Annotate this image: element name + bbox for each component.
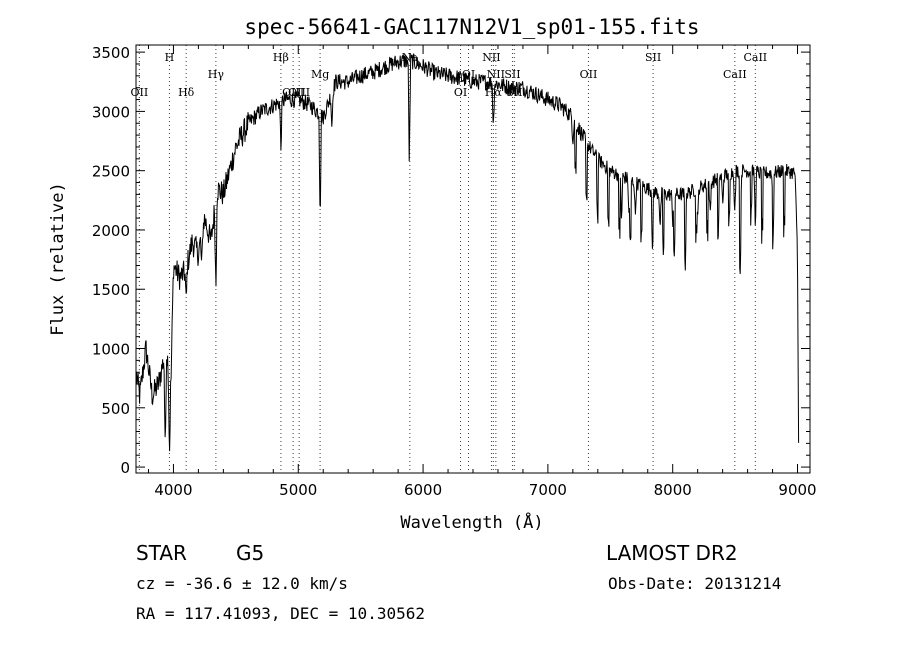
y-tick-label: 1000 [92,341,130,359]
x-tick-label: 7000 [529,481,567,499]
x-axis: 4000 5000 6000 7000 8000 9000 [147,45,817,499]
redshift-text: cz = -36.6 ± 12.0 km/s [136,574,348,593]
survey-name: LAMOST DR2 [606,541,738,565]
coordinates: RA = 117.41093, DEC = 10.30562 [136,604,425,623]
x-tick-label: 6000 [404,481,442,499]
line-marker-label: OIII [288,86,310,99]
line-marker-label: Hβ [273,51,289,64]
line-marker-label: OII [131,86,149,99]
y-tick-label: 500 [101,400,130,418]
object-class: STAR [136,541,187,565]
line-marker-label: CaII [743,51,767,64]
spectrum-series [136,53,800,452]
line-marker-label: Hγ [208,68,225,81]
line-marker-label: NII [482,51,500,64]
line-marker-label: OI [454,86,467,99]
x-tick-label: 4000 [154,481,192,499]
line-marker-label: Mg [311,68,329,81]
line-marker-label: SII [645,51,661,64]
x-tick-label: 5000 [279,481,317,499]
line-marker-label: OII [580,68,598,81]
y-tick-label: 3500 [92,44,130,62]
y-tick-label: 0 [120,459,130,477]
line-marker-label: SII [504,68,520,81]
y-tick-label: 3000 [92,103,130,121]
y-tick-label: 2500 [92,163,130,181]
line-marker-label: CaII [723,68,747,81]
x-tick-label: 9000 [778,481,816,499]
spectral-subclass: G5 [236,541,265,565]
y-axis-label: Flux (relative) [48,182,68,336]
plot-frame [135,44,811,474]
spectrum-chart: spec-56641-GAC117N12V1_sp01-155.fits OII… [48,15,817,533]
line-marker-label: Hδ [178,86,195,99]
chart-title: spec-56641-GAC117N12V1_sp01-155.fits [244,15,699,39]
spectrum-line [136,53,800,452]
obs-date: Obs-Date: 20131214 [608,574,782,593]
y-tick-label: 1500 [92,281,130,299]
x-axis-label: Wavelength (Å) [400,511,543,533]
line-marker-label: NII [487,68,505,81]
y-tick-label: 2000 [92,222,130,240]
y-axis: 0 500 1000 1500 2000 2500 3000 3500 [92,44,810,477]
x-tick-label: 8000 [654,481,692,499]
line-marker-label: H [165,51,175,64]
